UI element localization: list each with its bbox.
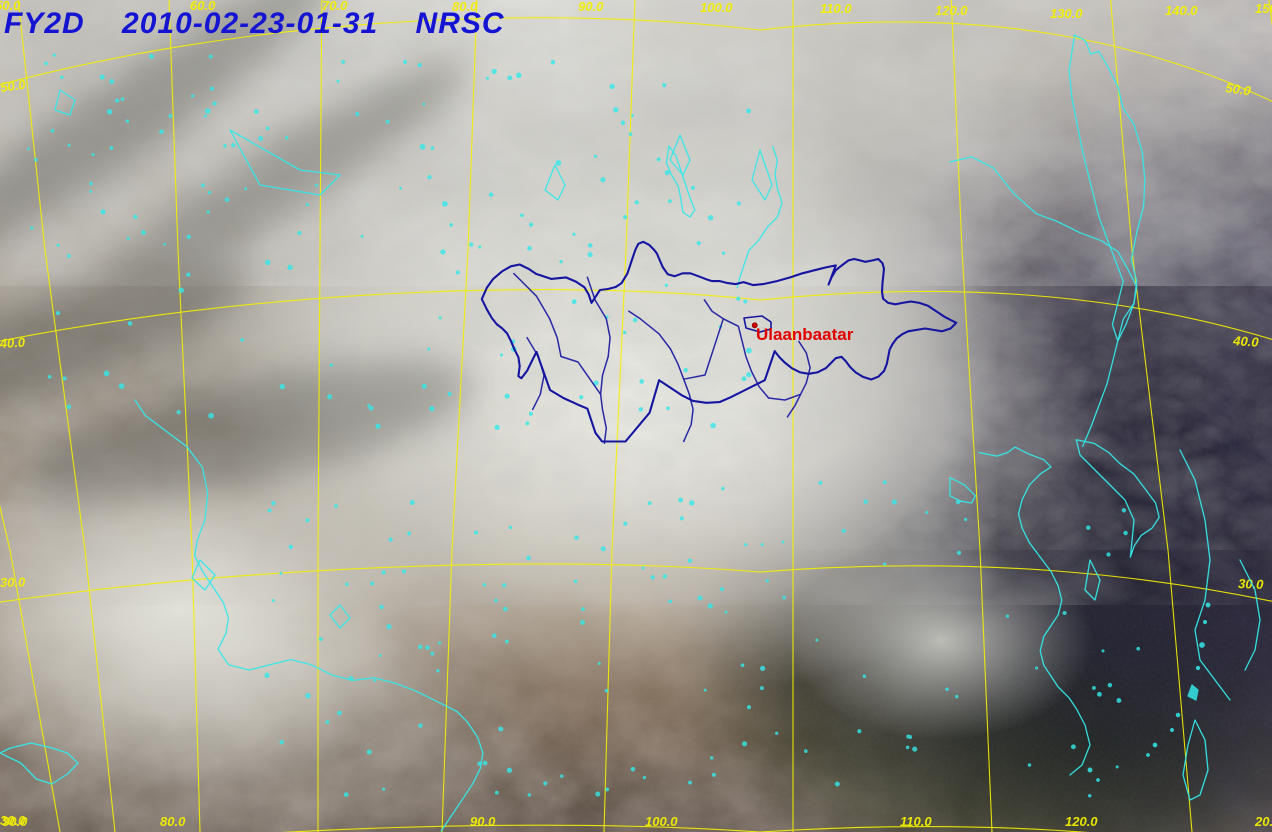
svg-text:30.0: 30.0	[2, 814, 28, 829]
svg-text:40.0: 40.0	[1232, 333, 1260, 350]
svg-text:30.0: 30.0	[0, 575, 26, 590]
svg-text:110.0: 110.0	[900, 814, 932, 829]
svg-text:90.0: 90.0	[470, 814, 496, 829]
svg-text:FY2D 2010-02-23-01-31 NR: FY2D 2010-02-23-01-31 NRSC	[4, 7, 505, 40]
svg-text:120.0: 120.0	[935, 3, 968, 18]
svg-text:30.0: 30.0	[1238, 576, 1265, 592]
svg-text:120.0: 120.0	[1065, 814, 1098, 829]
svg-text:Ulaanbaatar: Ulaanbaatar	[756, 325, 854, 344]
svg-text:150.0: 150.0	[1255, 1, 1272, 16]
svg-text:100.0: 100.0	[700, 0, 733, 15]
svg-text:80.0: 80.0	[160, 814, 186, 829]
svg-text:20.0: 20.0	[1254, 814, 1272, 829]
svg-text:130.0: 130.0	[1050, 6, 1083, 21]
svg-text:90.0: 90.0	[578, 0, 604, 14]
svg-text:40.0: 40.0	[0, 335, 26, 351]
svg-text:140.0: 140.0	[1165, 3, 1198, 18]
svg-text:100.0: 100.0	[645, 814, 678, 829]
svg-text:110.0: 110.0	[820, 1, 852, 16]
